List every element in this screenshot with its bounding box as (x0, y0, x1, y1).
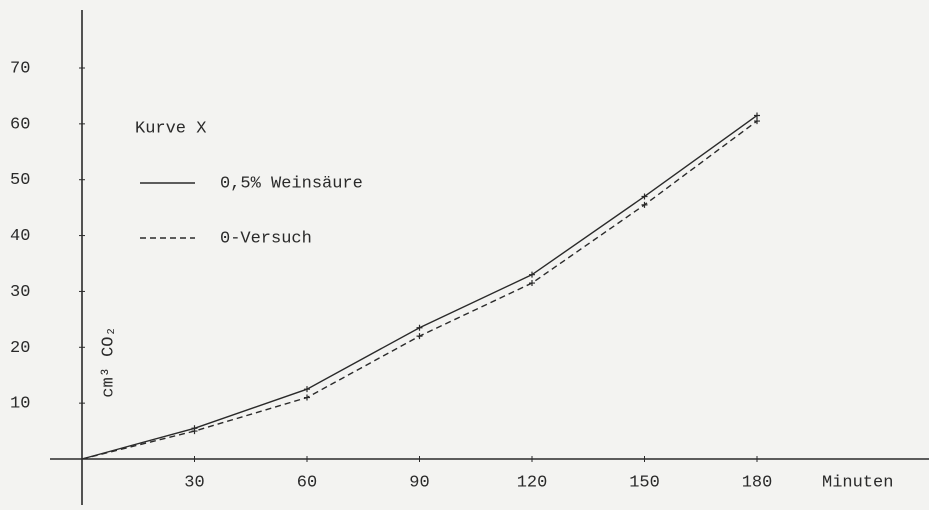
legend-label: 0-Versuch (220, 229, 312, 248)
data-point (529, 271, 535, 278)
x-axis-label: Minuten (822, 473, 893, 492)
data-point (304, 394, 310, 401)
data-point (754, 118, 760, 125)
data-point (529, 280, 535, 287)
data-point (416, 333, 423, 340)
x-tick-label: 30 (184, 473, 204, 492)
y-tick-label: 10 (10, 395, 30, 414)
data-line (81, 114, 758, 460)
data-line (81, 120, 758, 460)
y-axis-label: cm³ CO₂ (99, 326, 118, 397)
data-point (304, 386, 310, 393)
x-tick-label: 90 (409, 473, 429, 492)
y-tick-label: 40 (10, 227, 30, 246)
x-tick-label: 180 (742, 473, 773, 492)
y-tick-label: 20 (10, 339, 30, 358)
data-point (416, 324, 423, 331)
x-tick-label: 60 (297, 473, 317, 492)
legend-title: Kurve X (135, 119, 206, 138)
data-point (641, 201, 648, 208)
x-tick-label: 120 (517, 473, 548, 492)
x-tick-label: 150 (629, 473, 660, 492)
y-tick-label: 50 (10, 171, 30, 190)
data-point (191, 428, 198, 435)
data-point (641, 193, 648, 200)
data-point (754, 112, 760, 119)
y-tick-label: 60 (10, 115, 30, 134)
y-tick-label: 30 (10, 283, 30, 302)
y-tick-label: 70 (10, 59, 30, 78)
legend-label: 0,5% Weinsäure (220, 174, 363, 193)
